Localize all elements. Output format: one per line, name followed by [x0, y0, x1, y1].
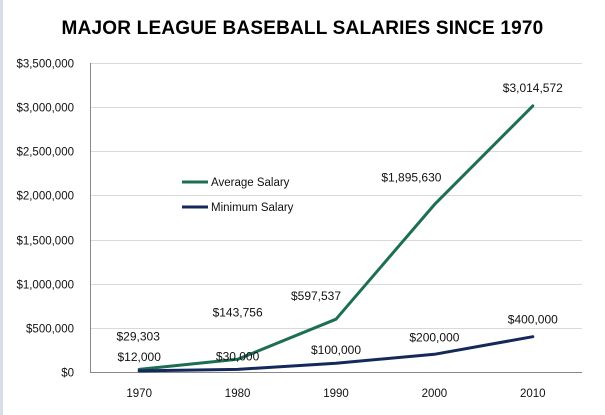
- window-edge: [0, 0, 3, 415]
- legend-label: Average Salary: [211, 177, 290, 189]
- axes: [90, 63, 582, 373]
- x-tick-label: 2000: [422, 388, 448, 400]
- x-tick-label: 2010: [520, 388, 546, 400]
- series-lines: [137, 104, 535, 373]
- data-label: $143,756: [213, 305, 263, 319]
- legend: Average Salary Minimum Salary: [182, 177, 294, 214]
- y-tick-label: $1,500,000: [16, 236, 74, 248]
- y-tick-label: $3,000,000: [16, 103, 74, 115]
- x-tick-labels: 1970 1980 1990 2000 2010: [126, 388, 545, 400]
- y-tick-labels: $0 $500,000 $1,000,000 $1,500,000 $2,000,000…: [16, 59, 74, 380]
- data-label: $30,000: [216, 349, 260, 363]
- legend-label: Minimum Salary: [211, 202, 294, 214]
- series-line-minimum-salary: [137, 335, 535, 373]
- series-line-average-salary: [137, 104, 535, 371]
- data-label: $100,000: [311, 343, 361, 357]
- data-label: $200,000: [409, 330, 459, 344]
- data-label: $597,537: [291, 289, 341, 303]
- data-label: $400,000: [508, 313, 558, 327]
- gridlines: [90, 63, 582, 329]
- y-tick-label: $2,500,000: [16, 147, 74, 159]
- y-tick-label: $2,000,000: [16, 191, 74, 203]
- y-tick-label: $500,000: [26, 324, 74, 336]
- x-tick-label: 1980: [225, 388, 251, 400]
- data-label: $3,014,572: [503, 81, 563, 95]
- x-tick-label: 1990: [323, 388, 349, 400]
- data-label: $29,303: [117, 329, 161, 343]
- data-label: $12,000: [118, 350, 162, 364]
- y-tick-label: $1,000,000: [16, 280, 74, 292]
- data-labels: $29,303 $143,756 $597,537 $1,895,630 $3,014,…: [117, 81, 564, 364]
- y-tick-label: $0: [61, 368, 74, 380]
- data-label: $1,895,630: [381, 171, 441, 185]
- y-tick-label: $3,500,000: [16, 59, 74, 71]
- chart-title: MAJOR LEAGUE BASEBALL SALARIES SINCE 197…: [61, 18, 544, 39]
- x-tick-label: 1970: [126, 388, 152, 400]
